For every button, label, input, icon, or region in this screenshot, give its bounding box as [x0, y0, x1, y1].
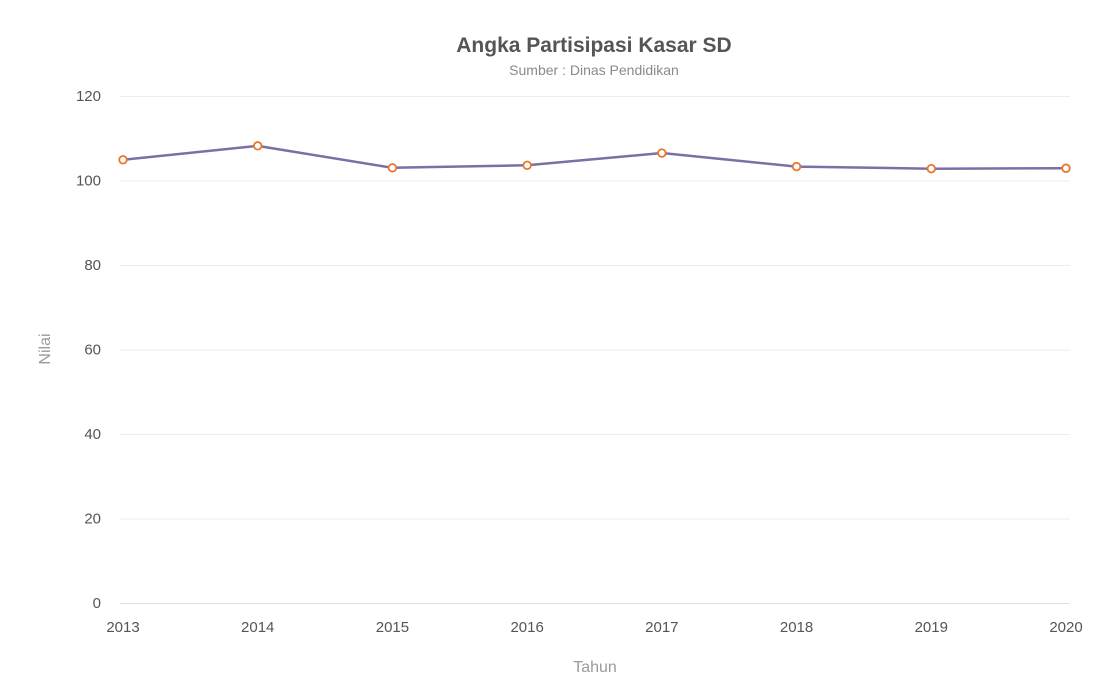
- x-tick-label: 2020: [1049, 619, 1082, 636]
- y-tick-label: 40: [84, 426, 101, 443]
- x-tick-label: 2017: [645, 619, 678, 636]
- series-line: [121, 144, 1068, 170]
- data-point[interactable]: [791, 161, 802, 172]
- chart-subtitle: Sumber : Dinas Pendidikan: [509, 62, 679, 78]
- data-point[interactable]: [118, 155, 128, 165]
- x-tick-label: 2014: [241, 619, 274, 636]
- x-tick-label: 2016: [510, 619, 543, 636]
- data-point[interactable]: [926, 163, 936, 174]
- data-point[interactable]: [387, 163, 398, 173]
- x-tick-label: 2019: [915, 619, 948, 636]
- y-axis-ticks: 0 20 40 60 80 100 120: [76, 88, 101, 612]
- y-tick-label: 120: [76, 88, 101, 105]
- y-tick-label: 100: [76, 173, 101, 190]
- y-axis-label: Nilai: [37, 333, 54, 364]
- data-point[interactable]: [1061, 163, 1071, 173]
- x-tick-label: 2015: [376, 619, 409, 636]
- data-point[interactable]: [657, 148, 667, 158]
- y-tick-label: 0: [93, 595, 101, 612]
- x-axis-ticks: 2013 2014 2015 2016 2017 2018 2019 2020: [106, 619, 1082, 636]
- y-tick-label: 20: [84, 511, 101, 528]
- gridlines: [120, 96, 1070, 520]
- data-point[interactable]: [522, 160, 532, 170]
- series-group: [118, 141, 1071, 174]
- chart-title: Angka Partisipasi Kasar SD: [456, 34, 731, 57]
- data-point[interactable]: [253, 141, 263, 151]
- x-tick-label: 2018: [780, 619, 813, 636]
- y-tick-label: 80: [84, 257, 101, 274]
- x-tick-label: 2013: [106, 619, 139, 636]
- y-tick-label: 60: [84, 342, 101, 359]
- x-axis-label: Tahun: [573, 659, 617, 676]
